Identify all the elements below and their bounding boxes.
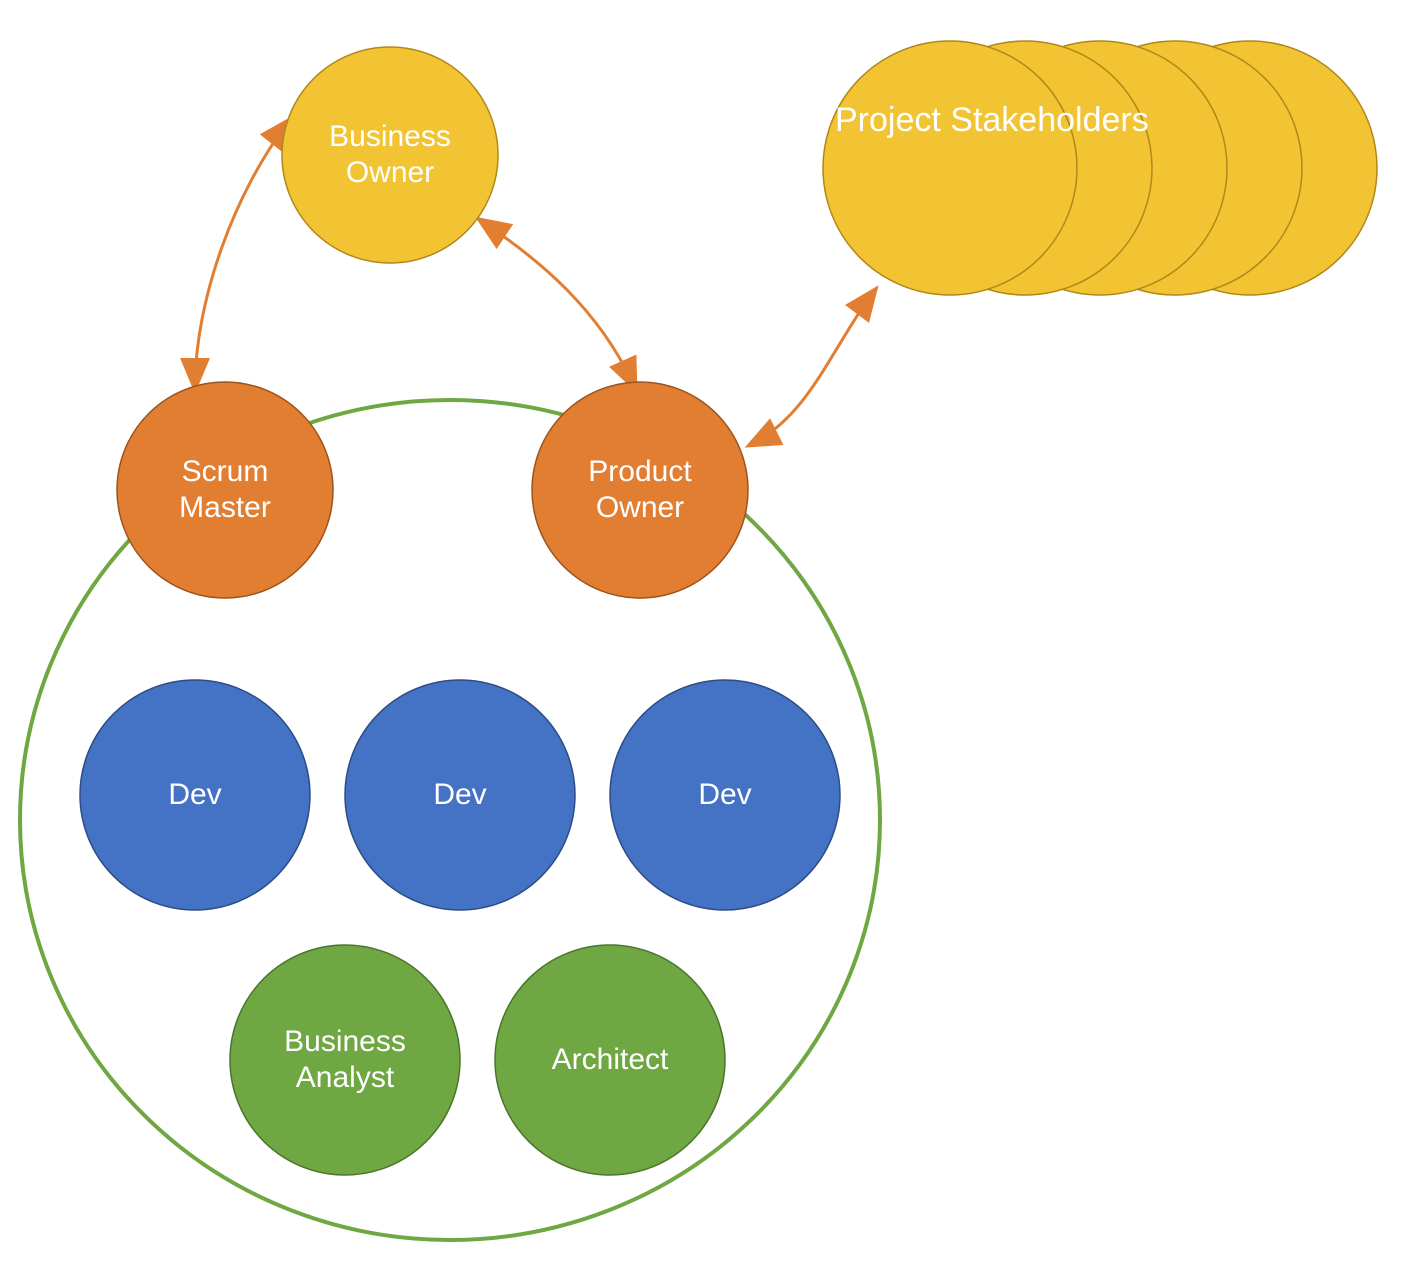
node-dev1 bbox=[80, 680, 310, 910]
node-business-owner bbox=[282, 47, 498, 263]
node-architect bbox=[495, 945, 725, 1175]
nodes-group bbox=[80, 47, 840, 1175]
scrum-team-diagram bbox=[0, 0, 1402, 1268]
stakeholders-group bbox=[823, 41, 1377, 295]
arrow-scrum-to-business bbox=[195, 120, 290, 388]
node-product-owner bbox=[532, 382, 748, 598]
node-business-analyst bbox=[230, 945, 460, 1175]
arrow-product-to-business bbox=[480, 220, 635, 388]
stakeholder-circle-4 bbox=[823, 41, 1077, 295]
node-dev3 bbox=[610, 680, 840, 910]
arrow-product-to-stakeholders bbox=[750, 290, 875, 445]
node-dev2 bbox=[345, 680, 575, 910]
node-scrum-master bbox=[117, 382, 333, 598]
